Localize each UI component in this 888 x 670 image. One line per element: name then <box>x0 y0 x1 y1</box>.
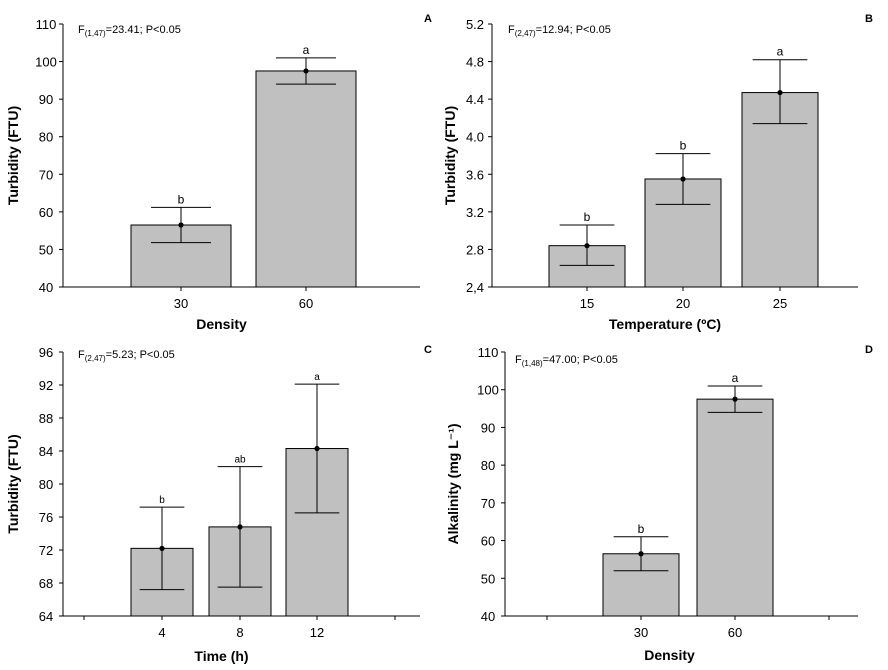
chart-panel-a: 40 50 60 70 80 90 100 110 b 30 a 60 Density Turbidity… <box>5 13 432 332</box>
stat-annotation: F(1,47)=23.41; P<0.05 <box>78 24 181 38</box>
stat-df: (2,47) <box>85 354 106 363</box>
stat-df: (1,48) <box>522 359 543 368</box>
y-tick-label: 72 <box>39 543 53 558</box>
y-tick-label: 84 <box>39 444 53 459</box>
y-tick-label: 92 <box>39 378 53 393</box>
y-tick-label: 4.4 <box>466 92 484 107</box>
bar <box>741 92 819 288</box>
significance-letter: b <box>680 139 687 153</box>
x-tick-label: 60 <box>728 625 742 640</box>
x-tick-label: 12 <box>310 625 324 640</box>
mean-point <box>159 545 165 551</box>
y-axis-title: Turbidity (FTU) <box>5 434 21 533</box>
y-tick-label: 100 <box>477 383 499 398</box>
y-tick-label: 4.8 <box>466 55 484 70</box>
bar <box>255 70 357 288</box>
mean-point <box>314 445 320 452</box>
panel-label: D <box>865 344 873 356</box>
y-tick-label: 4.0 <box>466 130 484 145</box>
significance-letter: a <box>303 43 310 57</box>
significance-letter: b <box>159 495 165 506</box>
x-axis-title: Temperature (ºC) <box>609 316 721 332</box>
y-tick-label: 3.6 <box>466 167 484 182</box>
significance-letter: b <box>638 522 645 536</box>
significance-letter: a <box>732 371 739 385</box>
significance-letter: ab <box>234 455 246 466</box>
stat-f: F <box>78 349 85 361</box>
y-tick-label: 2,4 <box>466 280 484 295</box>
y-tick-label: 80 <box>481 458 495 473</box>
y-tick-label: 60 <box>481 534 495 549</box>
y-tick-label: 40 <box>481 609 495 624</box>
x-tick-label: 4 <box>158 625 165 640</box>
x-tick-label: 60 <box>299 296 313 311</box>
stat-df: (2,47) <box>515 29 536 38</box>
y-tick-label: 110 <box>36 17 57 32</box>
y-tick-label: 60 <box>39 205 53 220</box>
y-tick-label: 90 <box>481 420 495 435</box>
bar <box>696 398 774 617</box>
y-tick-label: 76 <box>39 510 53 525</box>
y-axis-title: Alkalinity (mg L⁻¹) <box>445 424 461 545</box>
significance-letter: b <box>178 192 185 206</box>
mean-point <box>680 176 686 182</box>
stat-f: F <box>515 354 522 366</box>
y-axis-title: Turbidity (FTU) <box>5 106 21 205</box>
y-tick-label: 90 <box>39 92 53 107</box>
y-tick-label: 3.2 <box>466 205 484 220</box>
y-tick-label: 40 <box>39 280 53 295</box>
mean-point <box>237 524 243 530</box>
stat-f: F <box>508 24 515 36</box>
y-tick-label: 64 <box>39 609 53 624</box>
y-tick-label: 2.8 <box>466 242 484 257</box>
stat-annotation: F(2,47)=5.23; P<0.05 <box>78 349 175 363</box>
mean-point <box>178 222 184 228</box>
stat-value: =23.41; P<0.05 <box>106 24 181 36</box>
stat-value: =5.23; P<0.05 <box>106 349 175 361</box>
y-tick-label: 68 <box>39 576 53 591</box>
x-axis-title: Time (h) <box>194 648 248 664</box>
chart-panel-d: 40 50 60 70 80 90 100 110 b 30 a 60 Density Alkalinit… <box>445 344 873 663</box>
y-tick-label: 70 <box>481 496 495 511</box>
stat-annotation: F(2,47)=12.94; P<0.05 <box>508 24 611 38</box>
panel-label: B <box>865 13 873 25</box>
y-tick-label: 96 <box>39 345 53 360</box>
x-tick-label: 30 <box>174 296 188 311</box>
x-tick-label: 8 <box>236 625 243 640</box>
x-tick-label: 15 <box>580 296 594 311</box>
y-tick-label: 80 <box>39 130 53 145</box>
mean-point <box>732 396 738 402</box>
mean-point <box>584 243 590 249</box>
stat-df: (1,47) <box>85 29 106 38</box>
y-tick-label: 110 <box>478 345 499 360</box>
chart-panel-c: 64 68 72 76 80 84 88 92 96 b 4 ab 8 a 12 Time (h) Turbid… <box>5 344 432 664</box>
y-tick-label: 70 <box>39 167 53 182</box>
x-axis-title: Density <box>196 316 247 332</box>
x-tick-label: 30 <box>634 625 648 640</box>
y-tick-label: 88 <box>39 411 53 426</box>
y-tick-label: 50 <box>481 571 495 586</box>
y-tick-label: 5.2 <box>466 17 484 32</box>
stat-f: F <box>78 24 85 36</box>
significance-letter: a <box>777 45 784 59</box>
panel-label: A <box>424 13 432 25</box>
significance-letter: b <box>584 210 591 224</box>
panel-label: C <box>424 344 432 356</box>
x-axis-title: Density <box>644 647 695 663</box>
chart-panel-b: 2,4 2.8 3.2 3.6 4.0 4.4 4.8 5.2 b 15 b 20 a 25 Tempera… <box>442 13 873 332</box>
significance-letter: a <box>314 372 320 383</box>
x-tick-label: 20 <box>676 296 690 311</box>
x-tick-label: 25 <box>773 296 787 311</box>
y-tick-label: 80 <box>39 477 53 492</box>
mean-point <box>303 68 309 74</box>
mean-point <box>777 89 783 96</box>
y-axis-title: Turbidity (FTU) <box>442 106 458 205</box>
y-tick-label: 100 <box>35 55 57 70</box>
y-tick-label: 50 <box>39 242 53 257</box>
stat-annotation: F(1,48)=47.00; P<0.05 <box>515 354 618 368</box>
mean-point <box>638 551 644 557</box>
stat-value: =12.94; P<0.05 <box>536 24 611 36</box>
stat-value: =47.00; P<0.05 <box>543 354 618 366</box>
